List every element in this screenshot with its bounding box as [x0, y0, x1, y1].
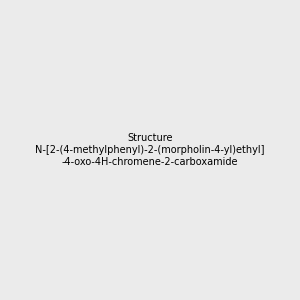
Text: Structure
N-[2-(4-methylphenyl)-2-(morpholin-4-yl)ethyl]
-4-oxo-4H-chromene-2-ca: Structure N-[2-(4-methylphenyl)-2-(morph…	[35, 134, 265, 166]
